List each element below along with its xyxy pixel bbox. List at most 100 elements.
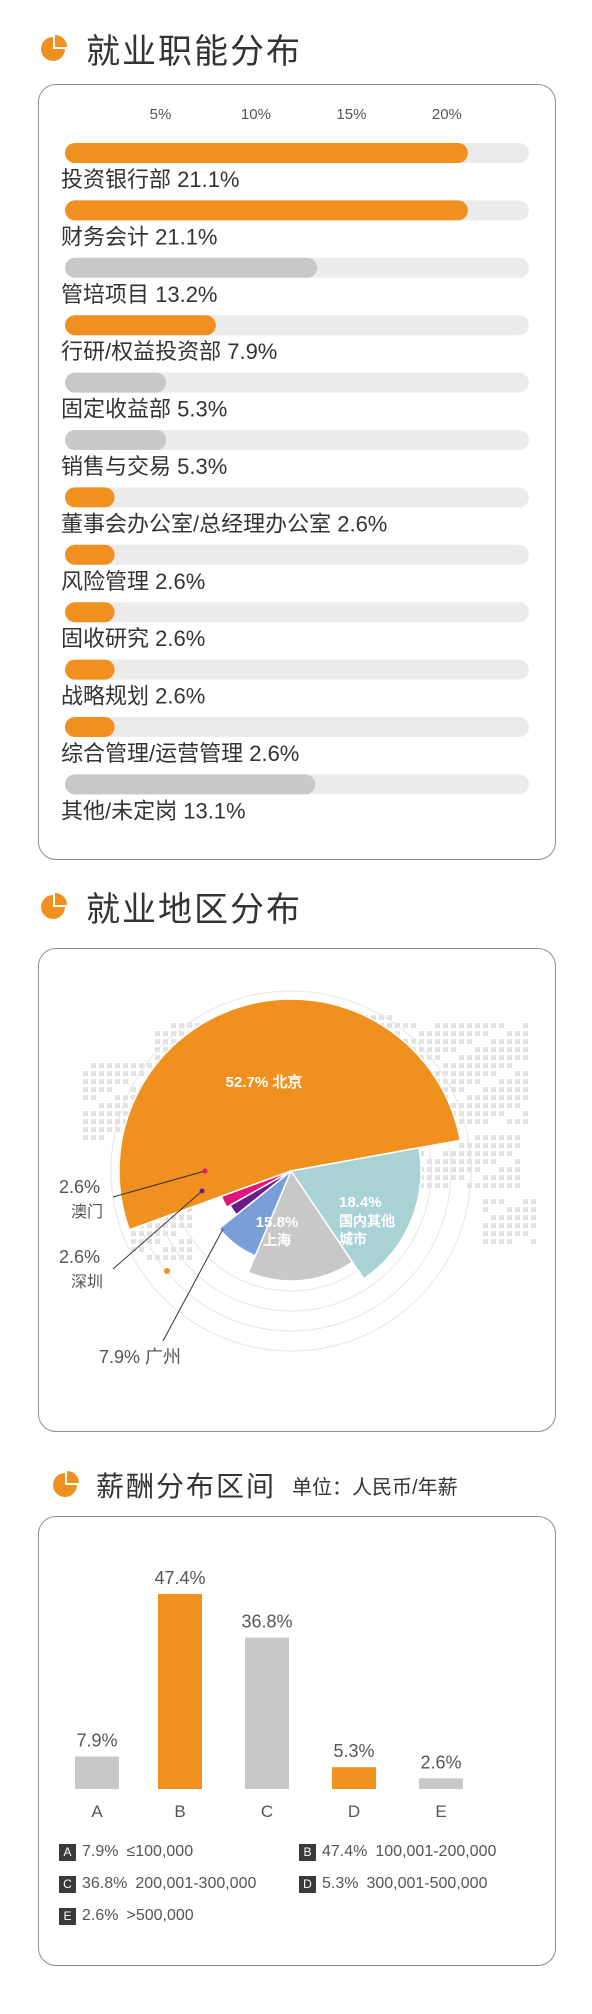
bar-track — [65, 659, 529, 680]
legend-key: B — [299, 1843, 316, 1861]
slice-label: 上海 — [263, 1232, 291, 1248]
salary-title: 薪酬分布区间 — [96, 1471, 277, 1502]
legend-key: C — [59, 1875, 76, 1893]
bar-category-label: 管培项目 13.2% — [61, 282, 218, 307]
bar-category-label: 风险管理 2.6% — [61, 569, 205, 594]
bar-category-label: 固收研究 2.6% — [61, 626, 205, 651]
jobs-title: 就业职能分布 — [86, 33, 302, 71]
jobs-section-title: 就业职能分布 — [38, 24, 302, 73]
legend-pct: 36.8% — [82, 1875, 128, 1892]
slice-label: 7.9% 广州 — [99, 1347, 181, 1367]
x-tick-label: A — [91, 1802, 103, 1817]
legend-key: E — [59, 1907, 76, 1925]
bar-category-label: 董事会办公室/总经理办公室 2.6% — [61, 511, 387, 536]
legend-pct: 7.9% — [82, 1843, 119, 1860]
bar — [65, 544, 115, 565]
bar — [65, 372, 167, 393]
slice-pct: 2.6% — [59, 1247, 100, 1267]
bar-value-label: 47.4% — [154, 1568, 205, 1588]
legend-item: D 5.3% 300,001-500,000 — [299, 1875, 487, 1893]
slice-label: 深圳 — [71, 1273, 103, 1291]
bar — [65, 659, 115, 680]
slice-label: 国内其他 — [339, 1213, 395, 1229]
bar — [158, 1594, 202, 1789]
bar — [65, 487, 115, 508]
bar-category-label: 投资银行部 21.1% — [61, 167, 240, 192]
pie-slice — [218, 1170, 292, 1257]
jobs-chart-card: 5% 10% 15% 20% 投资银行部 21.1% 财务会计 21.1% 管培项目 13.… — [38, 84, 556, 860]
legend-key: D — [299, 1875, 316, 1893]
legend-range: 100,001-200,000 — [375, 1843, 497, 1860]
region-chart-card: 52.7% 北京 18.4% 国内其他 城市 15.8% 上海 2.6% 澳门 2.6% 深圳 7.… — [38, 948, 556, 1432]
slice-label: 52.7% 北京 — [226, 1073, 303, 1091]
x-tick-label: D — [348, 1802, 360, 1817]
legend-range: >500,000 — [126, 1907, 194, 1924]
bar — [65, 143, 468, 163]
legend-item: E 2.6% >500,000 — [59, 1907, 194, 1925]
bar-value-label: 36.8% — [241, 1612, 292, 1632]
bar-track — [65, 372, 529, 393]
legend-item: C 36.8% 200,001-300,000 — [59, 1875, 256, 1893]
bar-value-label: 7.9% — [76, 1731, 117, 1751]
legend-pct: 47.4% — [322, 1843, 368, 1860]
jobs-bar-chart: 5% 10% 15% 20% 投资银行部 21.1% 财务会计 21.1% 管培项目 13.… — [61, 106, 529, 823]
region-title: 就业地区分布 — [86, 891, 302, 929]
legend-range: 300,001-500,000 — [366, 1875, 488, 1892]
guide-ring — [110, 990, 472, 1352]
bar — [245, 1637, 289, 1789]
x-tick-label: 10% — [241, 106, 271, 123]
decor-dot — [164, 1268, 170, 1274]
bar-track — [65, 602, 529, 623]
legend-pct: 5.3% — [322, 1875, 359, 1892]
bar-category-label: 综合管理/运营管理 2.6% — [61, 741, 299, 766]
x-tick-label: 5% — [150, 106, 172, 123]
x-tick-label: 20% — [432, 106, 462, 123]
bar-category-label: 财务会计 21.1% — [61, 224, 218, 249]
bar — [75, 1756, 119, 1789]
pie-chart-icon — [41, 34, 67, 61]
bar — [65, 200, 468, 221]
bar — [65, 774, 316, 795]
leader-dot — [199, 1188, 205, 1194]
leader-line — [162, 1228, 224, 1342]
legend-pct: 2.6% — [82, 1907, 119, 1924]
bar-track — [65, 430, 529, 450]
pie-chart-icon — [53, 1471, 79, 1497]
bar-category-label: 战略规划 2.6% — [61, 684, 205, 709]
leader-line — [112, 1190, 203, 1270]
bar — [65, 717, 115, 737]
legend-range: 200,001-300,000 — [135, 1875, 257, 1892]
slice-label: 城市 — [339, 1231, 367, 1247]
pie-slice — [289, 1146, 422, 1280]
salary-bar-chart: 7.9% A 47.4% B 36.8% C 5.3% D 2.6% E — [75, 1568, 463, 1817]
slice-pct: 18.4% — [339, 1194, 382, 1211]
pie-chart-icon — [41, 892, 67, 919]
x-tick-label: C — [261, 1802, 273, 1817]
slice-pct: 15.8% — [256, 1214, 299, 1231]
bar-category-label: 固定收益部 5.3% — [61, 397, 227, 422]
bar-category-label: 销售与交易 5.3% — [61, 454, 227, 479]
x-tick-label: B — [174, 1802, 185, 1817]
bar-track — [65, 717, 529, 737]
pie-slice — [220, 1170, 292, 1209]
salary-chart-card: 7.9% A 47.4% B 36.8% C 5.3% D 2.6% E A 7.9% ≤100,00… — [38, 1516, 556, 1966]
bar-track — [65, 544, 529, 565]
bar — [65, 315, 216, 336]
salary-unit: 单位：人民币/年薪 — [292, 1476, 458, 1499]
bar-value-label: 2.6% — [420, 1752, 461, 1772]
bar-category-label: 行研/权益投资部 7.9% — [61, 339, 277, 364]
legend-item: B 47.4% 100,001-200,000 — [299, 1843, 496, 1861]
x-tick-label: E — [435, 1802, 446, 1817]
bar — [65, 257, 318, 278]
bar — [65, 602, 115, 623]
bar-track — [65, 487, 529, 508]
bar — [65, 430, 167, 450]
slice-label: 澳门 — [71, 1203, 103, 1221]
leader-dot — [202, 1168, 208, 1174]
legend-item: A 7.9% ≤100,000 — [59, 1843, 193, 1861]
bar — [419, 1778, 463, 1789]
bar — [332, 1767, 376, 1789]
pie-slice — [247, 1169, 354, 1282]
region-section-title: 就业地区分布 — [38, 882, 302, 931]
